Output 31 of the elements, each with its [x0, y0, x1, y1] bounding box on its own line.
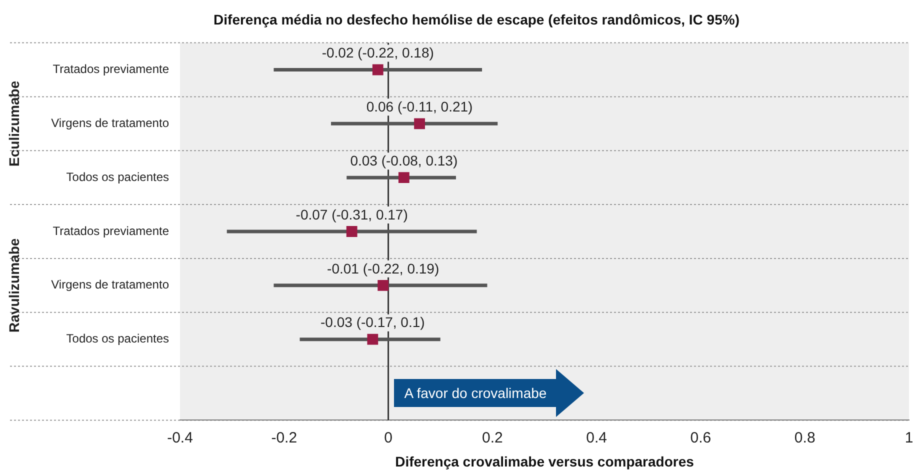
x-tick-label: 0.4 [586, 429, 607, 446]
data-label: -0.02 (-0.22, 0.18) [322, 44, 434, 61]
x-tick-label: 0 [384, 429, 392, 446]
point [414, 118, 425, 130]
data-label: -0.03 (-0.17, 0.1) [320, 314, 425, 330]
y-tick-label: Tratados previamente [52, 224, 170, 238]
point [398, 172, 410, 184]
data-label: 0.06 (-0.11, 0.21) [366, 98, 473, 115]
text: Eculizumabe [6, 80, 22, 166]
x-tick-label: 0.6 [690, 429, 712, 446]
annotation: A favor do crovalimabe [403, 385, 547, 402]
y-tick-label: Todos os pacientes [66, 332, 169, 346]
point [372, 64, 384, 76]
point [367, 334, 378, 345]
text: Ravulizumabe [6, 238, 22, 332]
x-tick-label: 0.8 [794, 429, 816, 446]
point [378, 280, 389, 291]
x-tick-label: 0.2 [482, 429, 503, 446]
data-label: -0.07 (-0.31, 0.17) [296, 206, 408, 222]
chart-title: Diferença média no desfecho hemólise de escape (efeitos randômicos, IC 95%) [214, 11, 740, 28]
y-tick-label: Todos os pacientes [66, 170, 169, 184]
y-tick-label: Virgens de tratamento [51, 278, 170, 292]
x-tick-label: -0.4 [167, 429, 193, 446]
data-label: 0.03 (-0.08, 0.13) [350, 152, 458, 168]
point [346, 226, 358, 237]
y-tick-label: Virgens de tratamento [51, 116, 170, 130]
y-tick-label: Tratados previamente [52, 62, 170, 76]
x-tick-label: -0.2 [271, 429, 298, 446]
x-axis-title: Diferença crovalimabe versus comparadores [395, 453, 694, 470]
data-label: -0.01 (-0.22, 0.19) [327, 260, 440, 276]
x-tick-label: 1 [904, 429, 914, 446]
